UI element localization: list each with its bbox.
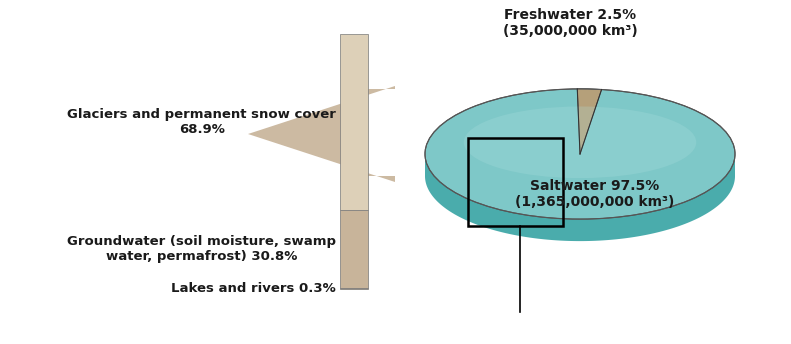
Bar — [340, 288, 368, 289]
Text: Lakes and rivers 0.3%: Lakes and rivers 0.3% — [171, 282, 336, 295]
Text: Glaciers and permanent snow cover
68.9%: Glaciers and permanent snow cover 68.9% — [67, 108, 336, 136]
Polygon shape — [425, 154, 735, 241]
Text: Freshwater 2.5%
(35,000,000 km³): Freshwater 2.5% (35,000,000 km³) — [502, 8, 638, 38]
Bar — [468, 138, 563, 226]
Bar — [340, 210, 368, 288]
Polygon shape — [248, 86, 395, 182]
Bar — [340, 34, 368, 210]
Polygon shape — [577, 89, 602, 154]
Ellipse shape — [425, 89, 735, 219]
Text: Groundwater (soil moisture, swamp
water, permafrost) 30.8%: Groundwater (soil moisture, swamp water,… — [67, 235, 336, 263]
Text: Saltwater 97.5%
(1,365,000,000 km³): Saltwater 97.5% (1,365,000,000 km³) — [515, 179, 675, 209]
Ellipse shape — [464, 107, 696, 178]
